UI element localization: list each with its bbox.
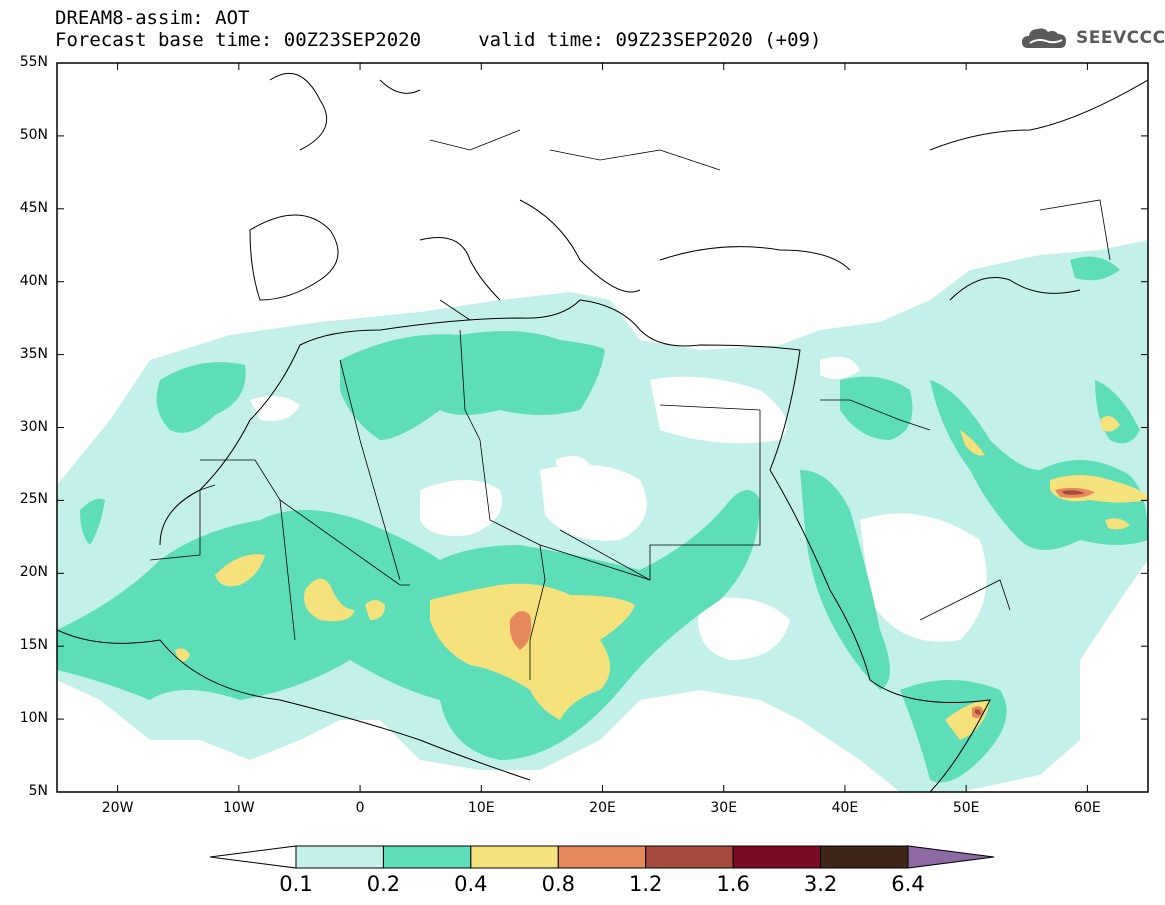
lon-tick-label: 60E (1074, 800, 1101, 816)
lat-tick-label: 35N (19, 345, 48, 362)
lat-tick-label: 45N (19, 199, 48, 216)
colorbar-upper-triangle (907, 845, 995, 869)
colorbar-box (820, 845, 909, 869)
aot-1.2-1.6-region (975, 490, 1085, 715)
colorbar-label: 0.2 (366, 872, 401, 896)
axis-ticks (57, 62, 1148, 793)
colorbar-box (382, 845, 472, 869)
aot-0.4-0.8-region (175, 416, 1148, 740)
cloud-icon (1022, 28, 1066, 48)
lat-tick-label: 25N (19, 491, 48, 508)
colorbar-label: 6.4 (891, 872, 925, 896)
colorbar-label: 0.1 (279, 872, 313, 896)
lat-tick-label: 5N (28, 783, 48, 799)
logo-text: SEEVCCC (1076, 28, 1165, 48)
coastlines (57, 72, 1148, 792)
lon-tick-label: 20W (101, 800, 134, 816)
lat-tick-label: 50N (19, 126, 48, 143)
colorbar-box (645, 845, 734, 869)
colorbar-label: 1.6 (716, 872, 750, 896)
seevccc-logo: SEEVCCC (1020, 24, 1165, 52)
lat-tick-label: 15N (19, 637, 48, 654)
lat-tick-label: 55N (19, 54, 48, 70)
lon-tick-label: 0 (355, 800, 365, 816)
colorbar-label: 1.2 (629, 872, 663, 896)
lon-tick-label: 50E (952, 800, 980, 816)
colorbar-label: 0.4 (454, 872, 488, 896)
aot-below-0.1-gaps (250, 356, 987, 660)
colorbar-box (470, 845, 559, 869)
lat-tick-label: 20N (19, 564, 48, 581)
colorbar-box (295, 845, 384, 869)
colorbar-box (732, 845, 822, 869)
lon-tick-label: 40E (831, 800, 859, 816)
colorbar-box (557, 845, 647, 869)
lon-tick-label: 20E (589, 800, 616, 816)
colorbar (209, 845, 995, 869)
colorbar-label: 0.8 (541, 872, 575, 896)
lon-tick-label: 10E (467, 800, 495, 816)
lat-tick-label: 10N (19, 710, 48, 727)
map-title: DREAM8-assim: AOT (55, 7, 250, 29)
colorbar-lower-triangle (209, 845, 297, 869)
lat-tick-label: 40N (19, 272, 48, 289)
colorbar-label: 3.2 (803, 872, 838, 896)
forecast-times: Forecast base time: 00Z23SEP2020 valid t… (55, 29, 822, 51)
aot-field (57, 72, 1148, 792)
lon-tick-label: 10W (222, 800, 255, 816)
country-borders (149, 129, 1111, 680)
lon-tick-label: 30E (710, 800, 738, 816)
lat-tick-label: 30N (19, 418, 48, 435)
